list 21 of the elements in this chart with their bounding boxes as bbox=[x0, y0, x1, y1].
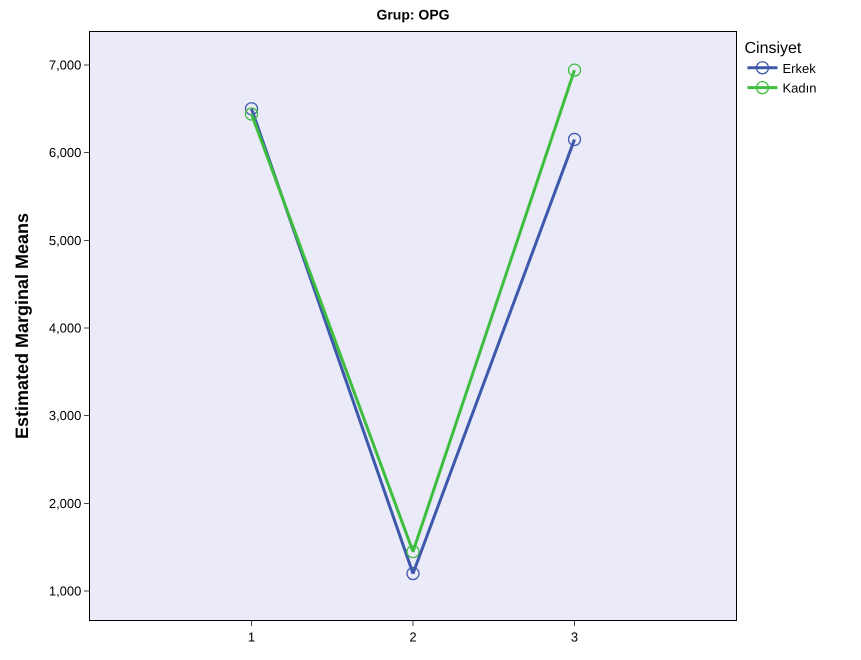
point bbox=[406, 566, 420, 580]
legend-label: Erkek bbox=[782, 60, 816, 76]
x-tick-label: 3 bbox=[570, 630, 578, 645]
y-tick-label: 4,000 bbox=[48, 320, 82, 336]
y-tick-label: 6,000 bbox=[48, 145, 82, 160]
y-tick-label: 5,000 bbox=[48, 232, 82, 248]
legend-label: Kadın bbox=[782, 80, 816, 96]
x-tick-label: 2 bbox=[409, 630, 417, 645]
y-tick-label: 1,000 bbox=[48, 584, 82, 599]
legend-title: Cinsiyet bbox=[744, 40, 802, 57]
chart-title: Grup: OPG bbox=[376, 6, 450, 23]
point bbox=[568, 64, 582, 77]
x-tick-label: 1 bbox=[248, 630, 256, 645]
y-tick-label: 7,000 bbox=[48, 57, 82, 72]
y-axis-title: Estimated Marginal Means bbox=[12, 212, 32, 440]
point bbox=[568, 132, 582, 146]
y-tick-label: 3,000 bbox=[48, 408, 82, 424]
y-tick-label: 2,000 bbox=[48, 496, 82, 511]
point bbox=[244, 102, 258, 116]
point bbox=[244, 107, 258, 121]
point bbox=[406, 544, 420, 558]
